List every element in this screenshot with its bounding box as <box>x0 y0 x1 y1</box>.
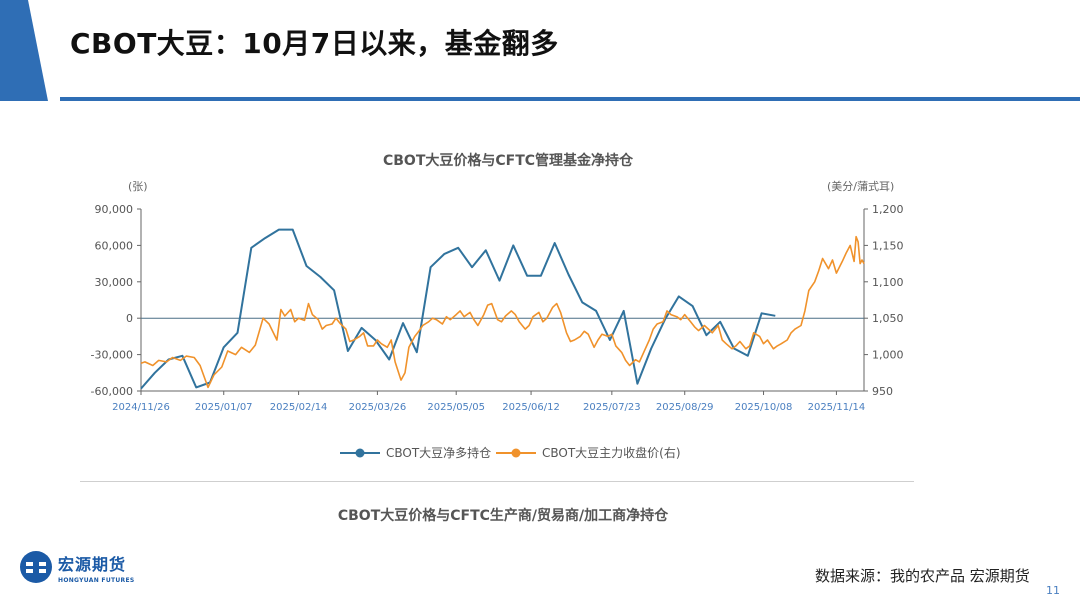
x-tick-label: 2025/03/26 <box>349 402 407 413</box>
left-tick-label: -60,000 <box>91 385 133 398</box>
left-tick-label: -30,000 <box>91 349 133 362</box>
legend-swatch-fund <box>340 448 380 457</box>
left-tick-label: 0 <box>126 312 133 325</box>
legend-label-fund: CBOT大豆净多持仓 <box>386 446 492 460</box>
page-title: CBOT大豆：10月7日以来，基金翻多 <box>70 27 559 60</box>
title-accent-tab <box>0 0 48 101</box>
x-tick-label: 2024/11/26 <box>112 402 170 413</box>
x-tick-label: 2025/07/23 <box>583 402 641 413</box>
right-tick-label: 1,150 <box>872 239 904 252</box>
chart-title: CBOT大豆价格与CFTC管理基金净持仓 <box>382 153 634 169</box>
right-tick-label: 1,050 <box>872 312 904 325</box>
logo-emblem-icon <box>20 551 52 583</box>
x-tick-label: 2025/05/05 <box>427 402 485 413</box>
right-tick-label: 1,000 <box>872 349 904 362</box>
right-tick-label: 1,100 <box>872 276 904 289</box>
page-number: 11 <box>1046 584 1060 597</box>
x-tick-label: 2025/02/14 <box>270 402 328 413</box>
logo-text-cn: 宏源期货 <box>58 554 127 574</box>
right-axis-unit: (美分/蒲式耳) <box>827 180 895 193</box>
series-line-0 <box>140 228 776 390</box>
left-axis-unit: (张) <box>128 180 148 193</box>
second-chart-title: CBOT大豆价格与CFTC生产商/贸易商/加工商净持仓 <box>337 508 669 524</box>
x-tick-label: 2025/11/14 <box>808 402 866 413</box>
logo-text-en: HONGYUAN FUTURES <box>58 576 135 584</box>
left-tick-label: 90,000 <box>95 203 134 216</box>
x-tick-label: 2025/10/08 <box>735 402 793 413</box>
x-tick-label: 2025/06/12 <box>502 402 560 413</box>
legend-label-price: CBOT大豆主力收盘价(右) <box>542 446 681 460</box>
legend-item-fund: CBOT大豆净多持仓 <box>340 444 491 461</box>
series-layer <box>140 228 865 390</box>
x-tick-label: 2025/08/29 <box>656 402 714 413</box>
axes-layer: 90,000 60,000 30,000 0 -30,000 -60,000 1,200 1,… <box>91 203 904 413</box>
x-tick-label: 2025/01/07 <box>195 402 253 413</box>
title-underline <box>60 97 1080 101</box>
series-line-1 <box>140 235 865 389</box>
company-logo: 宏源期货 HONGYUAN FUTURES <box>18 549 135 585</box>
right-tick-label: 950 <box>872 385 893 398</box>
legend-swatch-price <box>496 448 536 457</box>
chart-divider <box>80 481 914 482</box>
right-tick-label: 1,200 <box>872 203 904 216</box>
legend-item-price: CBOT大豆主力收盘价(右) <box>496 444 681 461</box>
left-tick-label: 30,000 <box>95 276 134 289</box>
left-tick-label: 60,000 <box>95 239 134 252</box>
data-source-note: 数据来源：我的农产品 宏源期货 <box>815 567 1030 585</box>
